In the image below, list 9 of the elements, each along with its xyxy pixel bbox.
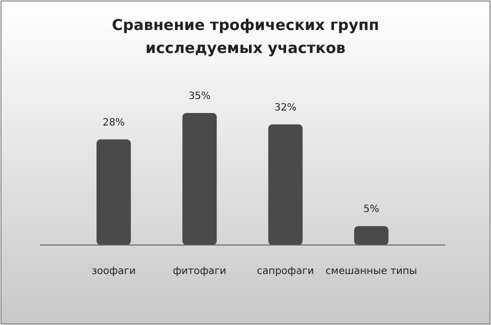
data-label: 28% (102, 117, 125, 128)
data-label: 5% (363, 204, 380, 216)
data-label: 32% (274, 102, 297, 114)
x-tick-label: зоофаги (92, 266, 136, 278)
chart-title: Сравнение трофических групп исследуемых участков (112, 16, 380, 57)
data-label: 35% (188, 91, 211, 102)
x-tick-label: сапрофаги (256, 266, 314, 278)
x-tick-label: смешанные типы (326, 266, 418, 278)
x-tick-label: фитофаги (172, 266, 226, 278)
